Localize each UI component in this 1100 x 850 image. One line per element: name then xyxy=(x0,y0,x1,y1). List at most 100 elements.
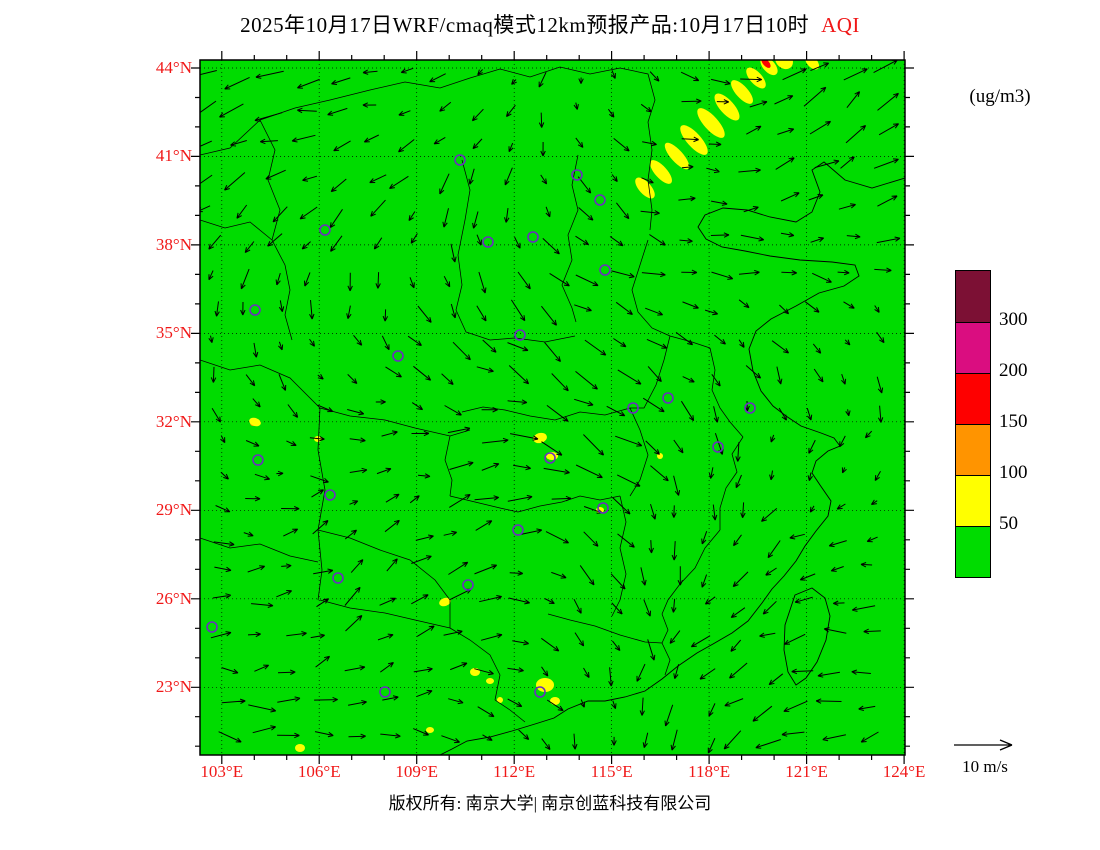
map-content-layer xyxy=(200,60,905,755)
title-species-label: AQI xyxy=(821,13,860,37)
province-boundary xyxy=(661,613,671,676)
city-marker xyxy=(392,350,404,362)
city-marker xyxy=(206,621,218,633)
province-boundary xyxy=(449,495,621,513)
city-marker xyxy=(514,329,526,341)
province-boundary xyxy=(661,529,721,615)
province-boundary xyxy=(317,407,326,601)
province-boundary xyxy=(200,66,656,231)
wind-vector-arrows xyxy=(200,60,901,754)
aqi-patch xyxy=(497,697,503,703)
lon-tick-label: 121°E xyxy=(785,762,828,781)
city-marker xyxy=(662,392,674,404)
city-marker xyxy=(544,452,556,464)
colorbar-tick-label: 300 xyxy=(999,309,1028,330)
lat-tick-label: 38°N xyxy=(155,234,192,254)
lon-tick-label: 103°E xyxy=(200,762,244,781)
city-marker xyxy=(462,579,474,591)
aqi-patch xyxy=(536,678,554,692)
province-boundary xyxy=(200,359,321,409)
province-boundary xyxy=(319,599,451,629)
map-frame xyxy=(199,59,906,756)
province-boundary xyxy=(719,436,744,530)
colorbar-tick-label: 200 xyxy=(999,360,1028,381)
lat-tick-label: 35°N xyxy=(155,323,192,343)
island-outline xyxy=(783,587,831,686)
aqi-patch xyxy=(295,744,305,752)
city-marker xyxy=(599,264,611,276)
province-boundary xyxy=(449,627,501,701)
province-boundary xyxy=(547,613,663,644)
colorbar xyxy=(955,270,991,578)
city-marker xyxy=(324,489,336,501)
province-boundary xyxy=(709,347,744,438)
province-boundary xyxy=(200,537,319,563)
city-marker xyxy=(252,454,264,466)
lon-tick-label: 106°E xyxy=(297,762,341,781)
aqi-patch xyxy=(650,160,672,184)
colorbar-tick-label: 150 xyxy=(999,411,1028,432)
lon-tick-label: 124°E xyxy=(882,762,926,781)
aqi-patch xyxy=(249,417,261,427)
colorbar-segment xyxy=(956,322,990,373)
copyright-footer: 版权所有: 南京大学| 南京创蓝科技有限公司 xyxy=(388,794,712,813)
city-marker xyxy=(594,194,606,206)
colorbar-segment xyxy=(956,424,990,475)
coastline xyxy=(439,161,905,755)
aqi-patch xyxy=(697,108,725,138)
province-boundary xyxy=(561,154,579,323)
province-boundary xyxy=(319,407,471,437)
aqi-patch xyxy=(680,125,708,155)
lat-tick-label: 44°N xyxy=(155,57,192,77)
lon-tick-label: 118°E xyxy=(688,762,731,781)
map-background xyxy=(200,60,905,755)
aqi-patch xyxy=(714,93,740,121)
city-marker xyxy=(512,524,524,536)
aqi-patch xyxy=(439,597,451,607)
colorbar-segment xyxy=(956,373,990,424)
aqi-patch xyxy=(550,697,560,705)
city-marker xyxy=(712,441,724,453)
lat-tick-label: 26°N xyxy=(155,588,192,608)
city-marker xyxy=(319,224,331,236)
aqi-patch xyxy=(533,432,547,444)
aqi-patch xyxy=(804,60,820,70)
city-marker xyxy=(534,686,546,698)
lon-tick-label: 109°E xyxy=(395,762,439,781)
city-marker xyxy=(454,154,466,166)
city-marker xyxy=(597,502,609,514)
colorbar-segment xyxy=(956,526,990,577)
colorbar-segment xyxy=(956,271,990,322)
city-marker xyxy=(527,231,539,243)
lat-tick-label: 41°N xyxy=(155,146,192,166)
lat-tick-label: 23°N xyxy=(155,677,192,697)
lon-tick-label: 115°E xyxy=(590,762,633,781)
city-marker xyxy=(249,304,261,316)
city-marker xyxy=(627,402,639,414)
province-boundary xyxy=(200,219,273,241)
city-marker xyxy=(744,402,756,414)
units-label: (ug/m3) xyxy=(969,86,1031,107)
page-title: 2025年10月17日WRF/cmaq模式12km预报产品:10月17日10时 A… xyxy=(0,9,1100,39)
province-boundary xyxy=(630,335,671,409)
province-boundary xyxy=(317,529,451,628)
colorbar-tick-label: 100 xyxy=(999,462,1028,483)
wind-reference-arrow xyxy=(954,739,1013,751)
axis-tick-marks xyxy=(191,51,914,764)
province-boundary xyxy=(611,495,627,617)
aqi-patch xyxy=(426,727,434,733)
lon-tick-label: 112°E xyxy=(493,762,536,781)
aqi-patch xyxy=(731,80,753,104)
province-boundary xyxy=(461,406,631,421)
province-boundary xyxy=(455,159,576,343)
lat-tick-label: 32°N xyxy=(155,411,192,431)
colorbar-segment xyxy=(956,475,990,526)
city-marker xyxy=(332,572,344,584)
aqi-patch xyxy=(746,67,766,89)
city-marker xyxy=(379,686,391,698)
wind-reference-label: 10 m/s xyxy=(962,757,1008,776)
province-boundary xyxy=(629,407,649,497)
province-boundary xyxy=(444,435,453,497)
